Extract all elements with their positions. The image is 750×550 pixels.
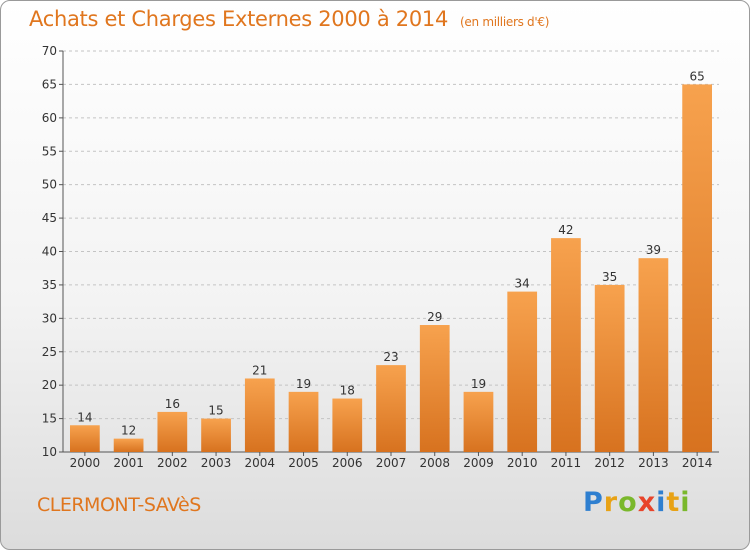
- x-tick-label: 2010: [507, 456, 538, 470]
- y-tick-label: 40: [42, 245, 57, 259]
- y-tick-label: 10: [42, 445, 57, 459]
- data-label: 21: [252, 363, 267, 377]
- data-label: 19: [471, 377, 486, 391]
- bar: [157, 411, 188, 452]
- data-label: 16: [165, 397, 180, 411]
- logo-letter: x: [637, 487, 657, 518]
- x-tick-label: 2006: [332, 456, 363, 470]
- data-label: 14: [77, 410, 92, 424]
- y-tick-label: 25: [42, 345, 57, 359]
- logo-letter: o: [618, 487, 638, 518]
- bar: [244, 378, 275, 452]
- data-label: 34: [515, 277, 530, 291]
- chart-subtitle: (en milliers d'€): [460, 15, 550, 29]
- x-tick-label: 2013: [638, 456, 669, 470]
- data-label: 18: [340, 384, 355, 398]
- x-tick-label: 2014: [682, 456, 713, 470]
- x-tick-label: 2012: [594, 456, 625, 470]
- x-tick-label: 2008: [419, 456, 450, 470]
- x-tick-label: 2009: [463, 456, 494, 470]
- bar: [201, 418, 231, 452]
- data-label: 23: [383, 350, 398, 364]
- y-tick-label: 35: [42, 278, 57, 292]
- x-tick-label: 2001: [113, 456, 144, 470]
- x-tick-label: 2011: [551, 456, 582, 470]
- y-tick-label: 15: [42, 412, 57, 426]
- bar: [419, 325, 450, 452]
- bar: [551, 238, 581, 452]
- x-tick-label: 2004: [245, 456, 276, 470]
- logo-letter: i: [680, 487, 691, 518]
- bar: [594, 284, 625, 452]
- data-label: 19: [296, 377, 311, 391]
- y-tick-label: 20: [42, 378, 57, 392]
- x-tick-label: 2003: [201, 456, 232, 470]
- logo-letter: t: [666, 487, 681, 518]
- bar: [113, 438, 144, 452]
- data-label: 65: [689, 69, 704, 83]
- data-label: 29: [427, 310, 442, 324]
- y-tick-label: 70: [42, 44, 57, 58]
- bar: [638, 258, 669, 452]
- location-name: CLERMONT-SAVèS: [37, 494, 201, 516]
- proxiti-logo[interactable]: Proxiti: [583, 487, 691, 518]
- x-tick-label: 2007: [376, 456, 407, 470]
- bar: [507, 291, 538, 452]
- bar: [69, 425, 100, 452]
- x-tick-label: 2002: [157, 456, 188, 470]
- data-label: 42: [558, 223, 573, 237]
- bar: [332, 398, 363, 452]
- x-tick-label: 2005: [288, 456, 319, 470]
- bar: [682, 84, 713, 453]
- y-tick-label: 55: [42, 144, 57, 158]
- bars: [69, 84, 713, 453]
- data-label: 15: [208, 404, 223, 418]
- logo-letter: r: [603, 487, 619, 518]
- bar: [463, 391, 494, 452]
- bar: [288, 391, 319, 452]
- labels: 10 15 20 25 30 35 40 45 50 55 60 65 70 14 2000 12 2001 16…: [42, 44, 713, 470]
- chart-title-text: Achats et Charges Externes 2000 à 2014: [29, 7, 449, 31]
- y-tick-label: 30: [42, 311, 57, 325]
- data-label: 35: [602, 270, 617, 284]
- y-tick-label: 65: [42, 77, 57, 91]
- data-label: 12: [121, 424, 136, 438]
- y-tick-label: 45: [42, 211, 57, 225]
- y-tick-label: 60: [42, 111, 57, 125]
- bar: [376, 365, 406, 452]
- logo-letter: i: [656, 487, 667, 518]
- logo-letter: P: [583, 487, 604, 518]
- data-label: 39: [646, 243, 661, 257]
- x-tick-label: 2000: [70, 456, 101, 470]
- chart-title: Achats et Charges Externes 2000 à 2014 (e…: [29, 7, 549, 31]
- y-tick-label: 50: [42, 178, 57, 192]
